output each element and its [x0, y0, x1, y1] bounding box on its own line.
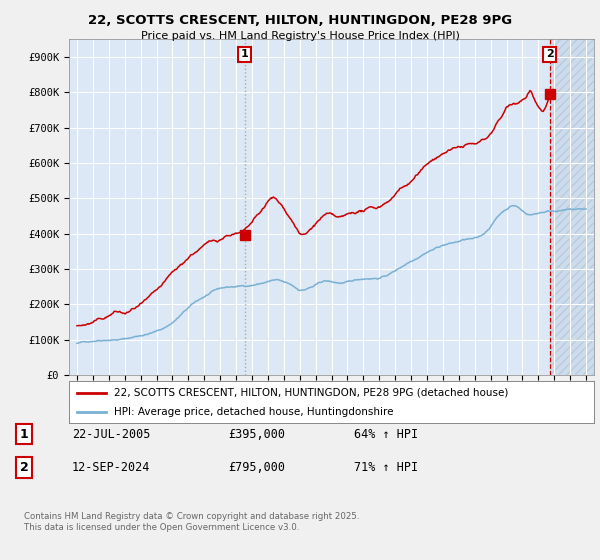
- Text: HPI: Average price, detached house, Huntingdonshire: HPI: Average price, detached house, Hunt…: [113, 407, 393, 417]
- Text: 22, SCOTTS CRESCENT, HILTON, HUNTINGDON, PE28 9PG (detached house): 22, SCOTTS CRESCENT, HILTON, HUNTINGDON,…: [113, 388, 508, 398]
- Text: 2: 2: [546, 49, 553, 59]
- Text: 1: 1: [20, 427, 28, 441]
- Bar: [550, 39, 594, 375]
- Text: 22, SCOTTS CRESCENT, HILTON, HUNTINGDON, PE28 9PG: 22, SCOTTS CRESCENT, HILTON, HUNTINGDON,…: [88, 14, 512, 27]
- Text: 64% ↑ HPI: 64% ↑ HPI: [354, 427, 418, 441]
- Text: Price paid vs. HM Land Registry's House Price Index (HPI): Price paid vs. HM Land Registry's House …: [140, 31, 460, 41]
- Text: £395,000: £395,000: [228, 427, 285, 441]
- Text: 71% ↑ HPI: 71% ↑ HPI: [354, 461, 418, 474]
- Text: Contains HM Land Registry data © Crown copyright and database right 2025.
This d: Contains HM Land Registry data © Crown c…: [24, 512, 359, 532]
- Text: 22-JUL-2005: 22-JUL-2005: [72, 427, 151, 441]
- Text: £795,000: £795,000: [228, 461, 285, 474]
- Text: 12-SEP-2024: 12-SEP-2024: [72, 461, 151, 474]
- Text: 1: 1: [241, 49, 248, 59]
- Text: 2: 2: [20, 461, 28, 474]
